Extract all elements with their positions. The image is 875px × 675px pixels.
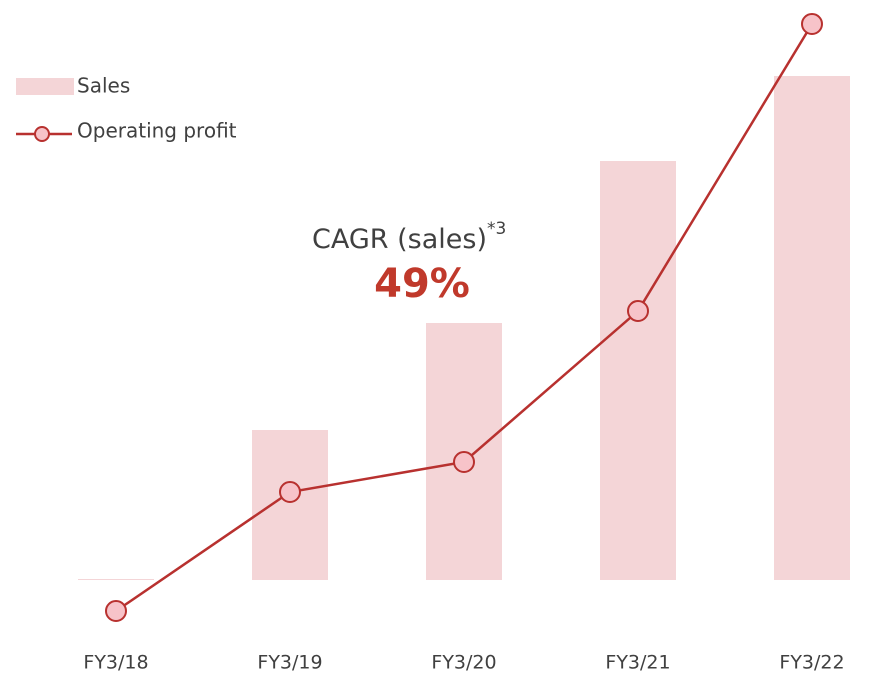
x-tick-label: FY3/19 [257,652,322,674]
annotation-text: CAGR (sales) [312,224,487,255]
annotation-label: CAGR (sales)*3 [312,219,506,255]
legend-marker [34,126,50,142]
x-tick-label: FY3/22 [779,652,844,674]
annotation-value: 49% [374,261,470,307]
legend-label: Operating profit [77,119,237,143]
marker [105,600,127,622]
marker [453,451,475,473]
x-tick-label: FY3/21 [605,652,670,674]
bar [600,161,676,580]
marker [279,481,301,503]
bar [774,76,850,580]
marker [801,13,823,35]
x-tick-label: FY3/20 [431,652,496,674]
legend: Sales Operating profit [16,74,237,143]
marker [627,300,649,322]
x-tick-label: FY3/18 [83,652,148,674]
annotation-footnote: *3 [487,219,506,239]
legend-label: Sales [77,74,130,98]
bar [78,579,154,580]
bar [252,430,328,580]
legend-swatch-sales [16,78,74,95]
